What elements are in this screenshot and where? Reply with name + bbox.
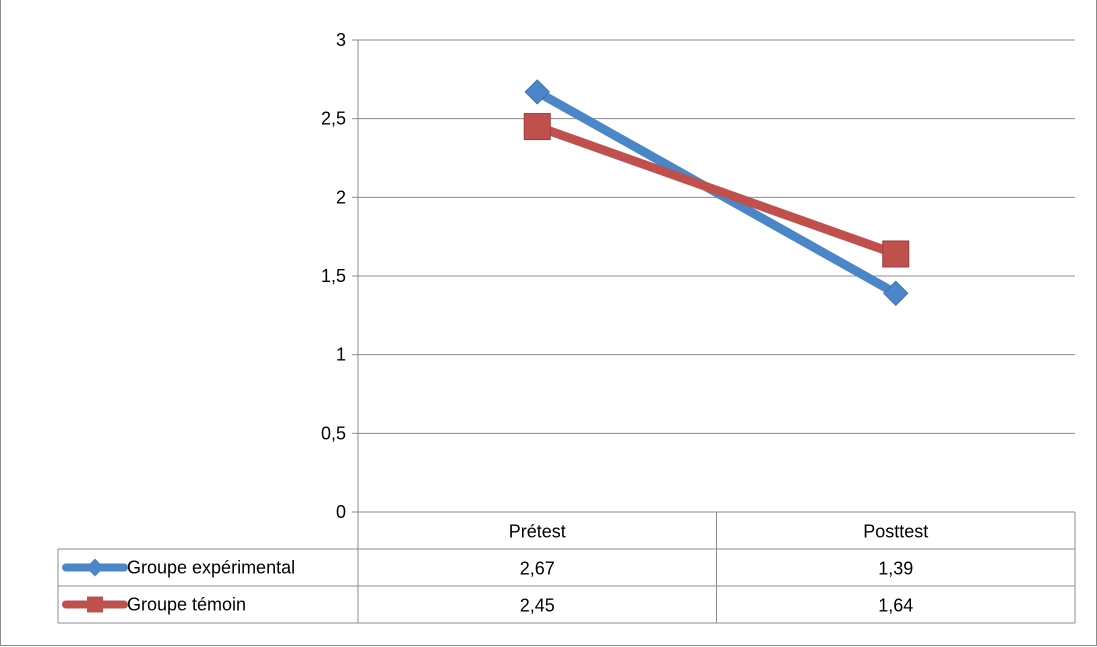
data-value-cell: 2,45 bbox=[520, 596, 555, 616]
y-tick-label: 2 bbox=[336, 187, 346, 207]
legend-key-marker bbox=[86, 558, 104, 577]
series-line bbox=[532, 122, 901, 259]
y-tick-label: 0 bbox=[336, 502, 346, 522]
category-label: Prétest bbox=[509, 522, 566, 542]
series-name: Groupe expérimental bbox=[127, 558, 295, 578]
series-lines bbox=[523, 79, 910, 307]
y-tick-label: 3 bbox=[336, 30, 346, 50]
data-table: Prétest Posttest Groupe expérimental 2,67 1,… bbox=[57, 511, 1076, 624]
gridlines bbox=[352, 39, 1075, 513]
data-point-marker bbox=[524, 79, 550, 105]
data-point-marker bbox=[523, 113, 551, 141]
y-tick-label: 0,5 bbox=[321, 423, 346, 443]
y-tick-label: 1,5 bbox=[321, 266, 346, 286]
data-point-marker bbox=[882, 240, 910, 268]
y-axis-ticks: 0 0,5 1 1,5 2 2,5 3 bbox=[321, 30, 346, 522]
data-value-cell: 1,64 bbox=[878, 596, 913, 616]
category-label: Posttest bbox=[863, 522, 928, 542]
data-value-cell: 2,67 bbox=[520, 559, 555, 579]
data-point-marker bbox=[883, 280, 909, 307]
data-value-cell: 1,39 bbox=[878, 559, 913, 579]
series-name: Groupe témoin bbox=[127, 595, 246, 615]
y-tick-label: 1 bbox=[336, 345, 346, 365]
legend-key-marker bbox=[87, 596, 103, 613]
y-tick-label: 2,5 bbox=[321, 109, 346, 129]
